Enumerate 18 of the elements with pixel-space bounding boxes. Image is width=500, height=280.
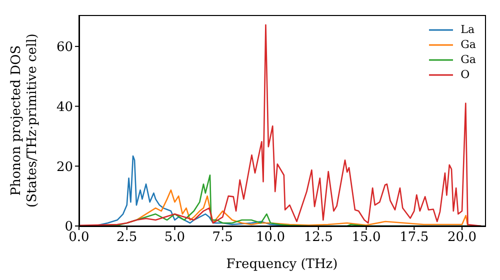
- x-tick-label: 15.0: [352, 230, 381, 246]
- x-axis-title: Frequency (THz): [226, 257, 338, 272]
- legend-label: Ga: [460, 37, 476, 52]
- x-tick-label: 12.5: [304, 230, 333, 246]
- legend-label: Ga: [460, 52, 476, 67]
- y-tick-label: 20: [56, 160, 73, 175]
- x-tick-label: 17.5: [400, 230, 429, 246]
- x-tick-label: 20.0: [448, 230, 476, 246]
- x-tick-label: 10.0: [256, 230, 285, 246]
- legend-label: O: [460, 67, 470, 82]
- y-axis-title: Phonon projected DOS (States/THz·primitive cell): [9, 33, 40, 208]
- x-tick-label: 0.0: [68, 230, 90, 246]
- legend-label: La: [460, 22, 475, 37]
- x-tick-label: 5.0: [164, 230, 186, 246]
- x-tick-label: 2.5: [116, 230, 138, 246]
- y-tick-label: 40: [56, 100, 73, 115]
- y-tick-label: 60: [56, 40, 73, 56]
- x-tick-label: 7.5: [212, 230, 233, 246]
